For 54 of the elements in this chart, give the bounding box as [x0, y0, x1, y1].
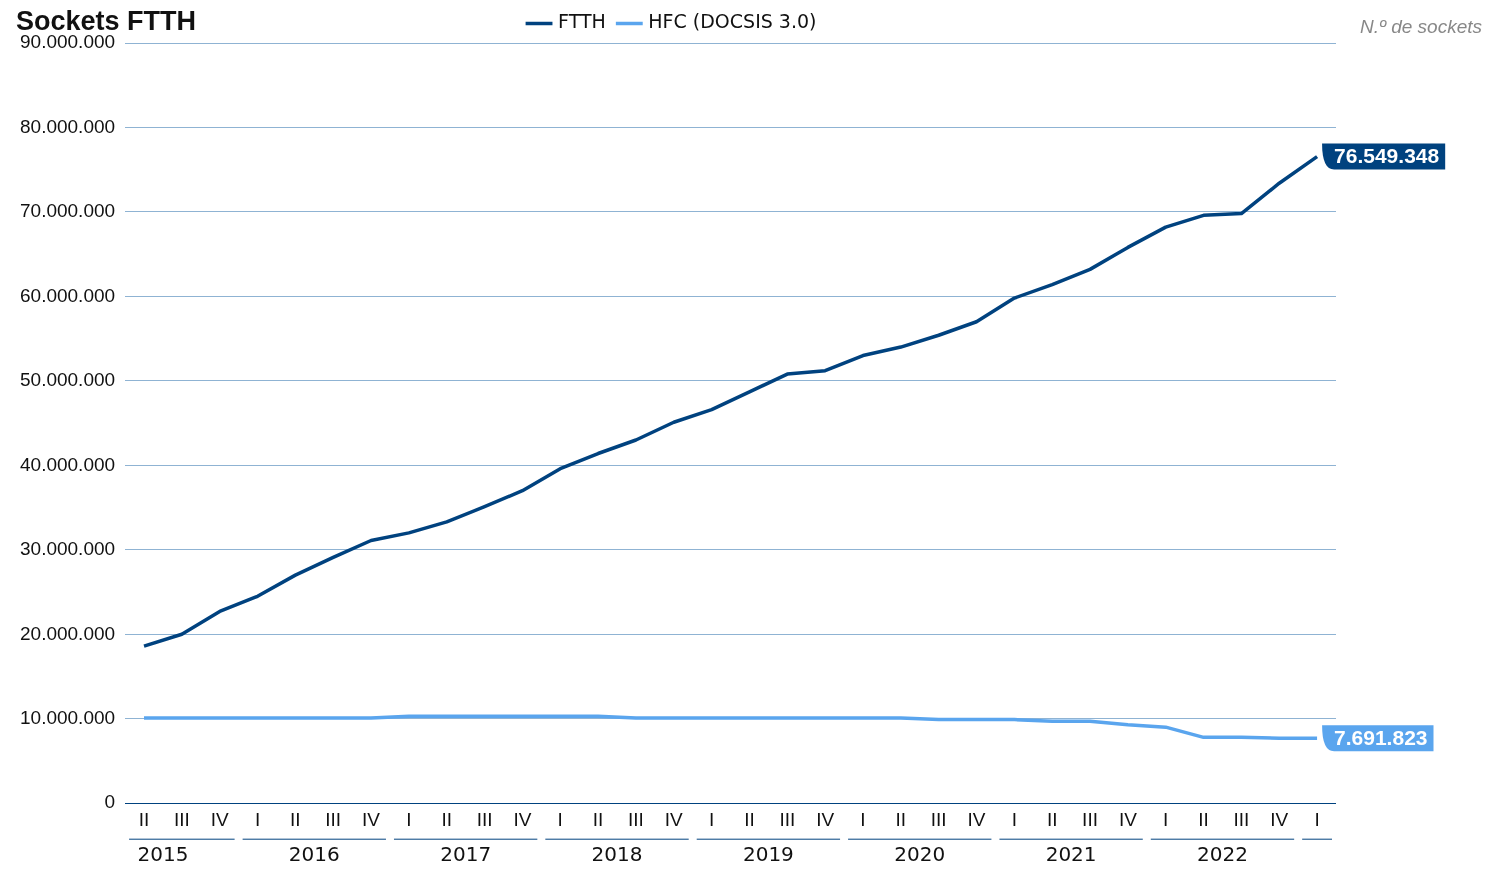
x-tick-label: III: [930, 808, 947, 830]
x-tick-label: IV: [513, 808, 532, 830]
data-label: 76.549.348: [1334, 144, 1440, 168]
x-tick-label: I: [1011, 808, 1017, 830]
x-tick-label: II: [744, 808, 755, 830]
x-tick-label: III: [779, 808, 796, 830]
x-tick-label: III: [173, 808, 190, 830]
y-tick-label: 10.000.000: [20, 706, 116, 728]
y-axis-title: N.º de sockets: [1359, 16, 1482, 38]
x-tick-label: IV: [362, 808, 381, 830]
x-tick-label: II: [1198, 808, 1209, 830]
y-tick-label: 50.000.000: [20, 369, 116, 391]
y-tick-label: 30.000.000: [20, 538, 116, 560]
x-tick-label: III: [325, 808, 342, 830]
x-tick-label: I: [708, 808, 715, 830]
text: 2015: [137, 842, 189, 867]
x-tick-label: I: [1314, 808, 1320, 830]
legend-label: HFC (DOCSIS 3.0): [648, 10, 817, 33]
x-tick-label: III: [628, 808, 644, 830]
data-label: 7.691.823: [1334, 726, 1428, 750]
x-tick-label: III: [1233, 808, 1250, 830]
x-tick-label: II: [441, 808, 453, 830]
x-tick-label: I: [860, 808, 866, 830]
x-tick-label: II: [592, 808, 604, 830]
y-tick-label: 60.000.000: [20, 284, 116, 306]
x-tick-label: IV: [1270, 808, 1289, 830]
x-tick-label: IV: [210, 808, 229, 830]
y-tick-label: 70.000.000: [20, 200, 116, 222]
x-tick-label: II: [290, 808, 301, 830]
x-tick-label: I: [406, 808, 412, 830]
x-tick-label: IV: [967, 808, 986, 830]
x-tick-label: IV: [1118, 808, 1138, 830]
x-tick-label: I: [557, 808, 563, 830]
x-tick-label: I: [1163, 808, 1169, 830]
y-tick-label: 80.000.000: [20, 115, 116, 137]
text: 2017: [440, 842, 492, 867]
y-tick-label: 20.000.000: [20, 622, 116, 644]
y-tick-label: 40.000.000: [20, 453, 116, 475]
text: 2020: [894, 842, 946, 867]
text: 2021: [1045, 842, 1097, 867]
y-tick-label: 0: [104, 791, 116, 813]
text: 2019: [742, 842, 794, 867]
x-tick-label: II: [895, 808, 907, 830]
x-tick-label: III: [476, 808, 493, 830]
text: 2022: [1197, 842, 1248, 867]
text: 2016: [288, 842, 340, 867]
x-tick-label: III: [1082, 808, 1098, 830]
x-tick-label: IV: [664, 808, 684, 830]
x-tick-label: II: [1046, 808, 1058, 830]
legend-label: FTTH: [558, 10, 606, 33]
x-tick-label: IV: [816, 808, 835, 830]
x-tick-label: II: [138, 808, 150, 830]
text: 2018: [591, 842, 643, 867]
x-tick-label: I: [254, 808, 261, 830]
